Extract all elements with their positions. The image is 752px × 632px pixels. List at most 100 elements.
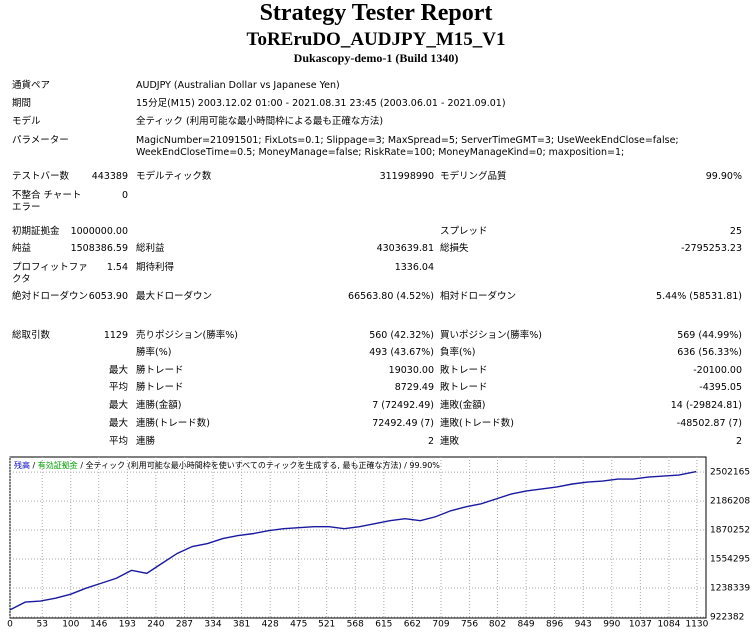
stat-label: 売りポジション(勝率%) — [136, 330, 238, 341]
x-tick-label: 1037 — [629, 620, 652, 630]
chart: 922382 1238339 1554295 1870252 2186208 250216… — [7, 456, 750, 630]
stat-label: 買いポジション(勝率%) — [440, 330, 542, 341]
stat-label: 敗トレード — [440, 382, 488, 393]
stat-value: 2 — [735, 436, 742, 447]
stat-value: 72492.49 (7) — [372, 418, 434, 429]
stat-label: 勝率(%) — [136, 347, 172, 358]
info-label: 通貨ペア — [12, 80, 51, 91]
title: Strategy Tester Report — [259, 0, 493, 26]
x-tick-label: 568 — [347, 620, 364, 630]
stat-label: 絶対ドローダウン — [12, 291, 89, 302]
info-label: モデル — [12, 116, 41, 127]
stat-label: 最大ドローダウン — [136, 291, 213, 302]
stat-value: 2 — [427, 436, 434, 447]
stat-label: 総取引数 — [12, 330, 51, 341]
info-value: AUDJPY (Australian Dollar vs Japanese Ye… — [136, 80, 340, 91]
x-tick-label: 1130 — [685, 620, 708, 630]
legend-entry: 残高 — [14, 460, 30, 470]
stat-label: 連勝(トレード数) — [136, 418, 210, 429]
stat-value: 25 — [729, 226, 742, 237]
stat-label: 連敗 — [440, 436, 460, 447]
stat-label: 不整合 チャートエラー — [12, 190, 82, 213]
info-label: パラメーター — [12, 135, 69, 146]
x-tick-label: 0 — [7, 620, 13, 630]
stat-label: 勝トレード — [136, 382, 184, 393]
y-tick-label: 1554295 — [710, 555, 750, 565]
stat-label: スプレッド — [440, 226, 488, 237]
stat-label: 連勝(金額) — [136, 400, 182, 411]
x-tick-label: 193 — [119, 620, 136, 630]
x-tick-label: 662 — [404, 620, 421, 630]
stat-label: 連敗(トレード数) — [440, 418, 514, 429]
x-tick-label: 802 — [489, 620, 506, 630]
stat-value: 1.54 — [106, 262, 128, 273]
y-tick-label: 1870252 — [710, 526, 750, 536]
stat-label: テストバー数 — [12, 171, 70, 182]
x-tick-label: 896 — [546, 620, 563, 630]
x-tick-label: 240 — [147, 620, 164, 630]
stat-value: 6053.90 — [88, 291, 128, 302]
stat-value: 最大 — [108, 365, 128, 376]
x-tick-label: 1084 — [657, 620, 680, 630]
y-tick-label: 2502165 — [710, 468, 750, 478]
x-tick-label: 521 — [318, 620, 335, 630]
stat-label: 敗トレード — [440, 365, 488, 376]
stat-value: 1129 — [103, 330, 128, 341]
x-tick-label: 53 — [36, 620, 47, 630]
stat-label: 純益 — [12, 243, 32, 254]
stat-label: 総利益 — [136, 243, 165, 254]
stat-value: -48502.87 (7) — [676, 418, 742, 429]
stat-value: 平均 — [108, 382, 128, 393]
x-tick-label: 334 — [204, 620, 221, 630]
stat-value: 14 (-29824.81) — [670, 400, 742, 411]
x-tick-label: 849 — [517, 620, 534, 630]
legend-entry: 全ティック (利用可能な最小時間枠を使いすべてのティックを生成する, 最も正確な… — [86, 460, 402, 470]
stat-label: モデリング品質 — [440, 171, 507, 182]
stat-value: 19030.00 — [388, 365, 434, 376]
stat-value: 1000000.00 — [70, 226, 128, 237]
info-value: 全ティック (利用可能な最小時間枠による最も正確な方法) — [136, 116, 384, 127]
y-tick-label: 2186208 — [710, 497, 750, 507]
server: Dukascopy-demo-1 (Build 1340) — [293, 51, 459, 65]
y-tick-label: 922382 — [710, 612, 744, 622]
x-tick-label: 990 — [603, 620, 620, 630]
stat-label: 初期証拠金 — [12, 226, 60, 237]
stat-value: 7 (72492.49) — [372, 400, 434, 411]
plot-area — [9, 456, 707, 619]
stat-value: 636 (56.33%) — [677, 347, 742, 358]
info-label: 期間 — [12, 98, 32, 109]
stat-label: 期待利得 — [136, 262, 175, 273]
stat-label: 相対ドローダウン — [440, 291, 517, 302]
stat-value: 1508386.59 — [70, 243, 128, 254]
stat-label: 勝トレード — [136, 365, 184, 376]
legend: 残高 / 有効証拠金 / 全ティック (利用可能な最小時間枠を使いすべてのティッ… — [14, 460, 440, 470]
info-value: MagicNumber=21091501; FixLots=0.1; Slipp… — [136, 135, 679, 158]
balance-line — [9, 470, 697, 611]
stat-label: プロフィットファクタ — [12, 262, 88, 285]
x-tick-label: 287 — [176, 620, 193, 630]
stat-value: 8729.49 — [394, 382, 434, 393]
stat-label: 負率(%) — [440, 347, 476, 358]
y-tick-label: 1238339 — [710, 584, 750, 594]
stat-value: -2795253.23 — [681, 243, 742, 254]
stat-label: 連敗(金額) — [440, 400, 486, 411]
stat-value: 99.90% — [705, 171, 742, 182]
stat-value: 最大 — [108, 418, 128, 429]
stat-value: 560 (42.32%) — [369, 330, 434, 341]
stat-label: モデルティック数 — [136, 171, 212, 182]
stat-value: 1336.04 — [394, 262, 434, 273]
x-tick-label: 475 — [290, 620, 307, 630]
stat-value: -4395.05 — [699, 382, 742, 393]
stat-value: 569 (44.99%) — [677, 330, 742, 341]
legend-entry: 99.90% — [409, 461, 440, 470]
stat-value: 443389 — [91, 171, 128, 182]
x-tick-label: 428 — [262, 620, 279, 630]
stat-value: 平均 — [108, 436, 128, 447]
stat-label: 連勝 — [136, 436, 156, 447]
x-tick-label: 146 — [90, 620, 107, 630]
stat-label: 総損失 — [440, 243, 469, 254]
stat-value: 最大 — [108, 400, 128, 411]
x-tick-label: 100 — [62, 620, 79, 630]
info-value: 15分足(M15) 2003.12.02 01:00 - 2021.08.31 … — [136, 98, 506, 109]
